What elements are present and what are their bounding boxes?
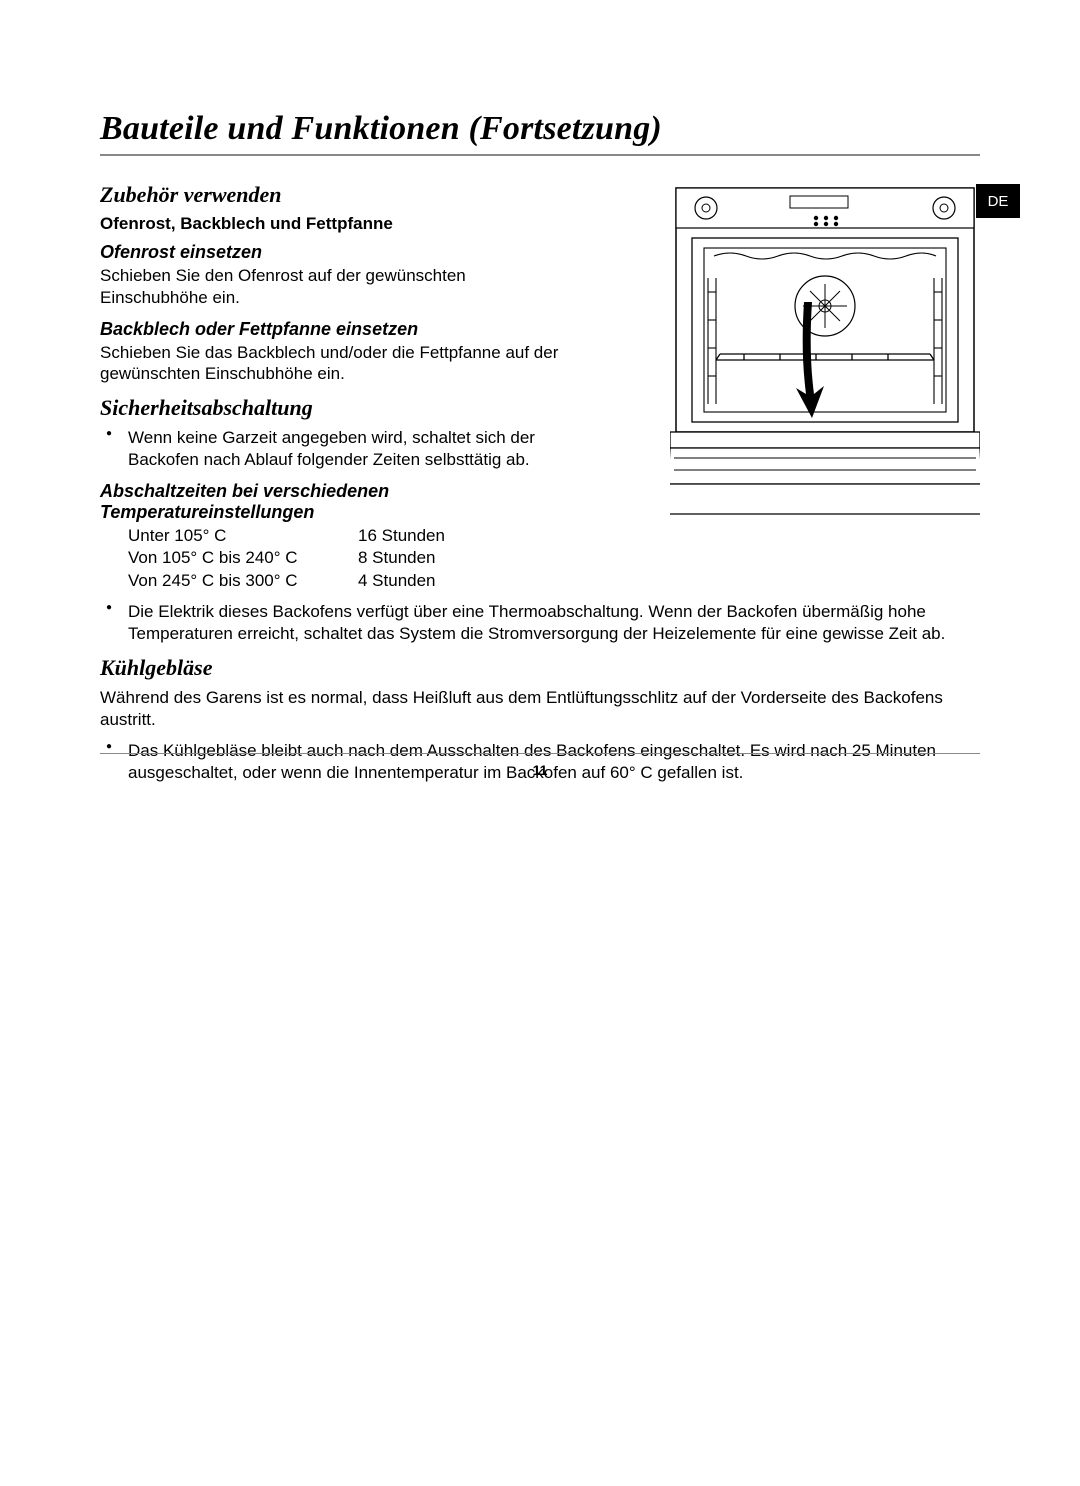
text-rack-insert: Schieben Sie den Ofenrost auf der gewüns… — [100, 265, 560, 309]
text-tray-insert: Schieben Sie das Backblech und/oder die … — [100, 342, 580, 386]
temp-hours-cell: 16 Stunden — [358, 525, 445, 548]
section-heading-cooling-fan: Kühlgebläse — [100, 655, 980, 681]
table-row: Unter 105° C 16 Stunden — [128, 525, 980, 548]
temp-range-cell: Von 245° C bis 300° C — [128, 570, 358, 593]
subheading-shutoff-times: Abschaltzeiten bei verschiedenen Tempera… — [100, 481, 500, 523]
safety-bullet-list-1: Wenn keine Garzeit angegeben wird, schal… — [100, 427, 560, 471]
temp-hours-cell: 8 Stunden — [358, 547, 436, 570]
shutoff-times-table: Unter 105° C 16 Stunden Von 105° C bis 2… — [128, 525, 980, 594]
safety-bullet-1: Wenn keine Garzeit angegeben wird, schal… — [128, 427, 560, 471]
oven-diagram — [670, 182, 980, 522]
safety-bullet-2: Die Elektrik dieses Backofens verfügt üb… — [128, 601, 980, 645]
manual-page: Bauteile und Funktionen (Fortsetzung) DE — [0, 0, 1080, 854]
page-number: 11 — [533, 762, 548, 778]
cooling-fan-text: Während des Garens ist es normal, dass H… — [100, 687, 980, 731]
content-area: Zubehör verwenden Ofenrost, Backblech un… — [100, 182, 980, 784]
temp-range-cell: Von 105° C bis 240° C — [128, 547, 358, 570]
table-row: Von 105° C bis 240° C 8 Stunden — [128, 547, 980, 570]
temp-range-cell: Unter 105° C — [128, 525, 358, 548]
safety-bullet-list-2: Die Elektrik dieses Backofens verfügt üb… — [100, 601, 980, 645]
temp-hours-cell: 4 Stunden — [358, 570, 436, 593]
page-footer: 11 — [100, 753, 980, 778]
title-bar: Bauteile und Funktionen (Fortsetzung) — [100, 110, 980, 156]
language-tab: DE — [976, 184, 1020, 218]
page-title: Bauteile und Funktionen (Fortsetzung) — [100, 110, 980, 148]
table-row: Von 245° C bis 300° C 4 Stunden — [128, 570, 980, 593]
